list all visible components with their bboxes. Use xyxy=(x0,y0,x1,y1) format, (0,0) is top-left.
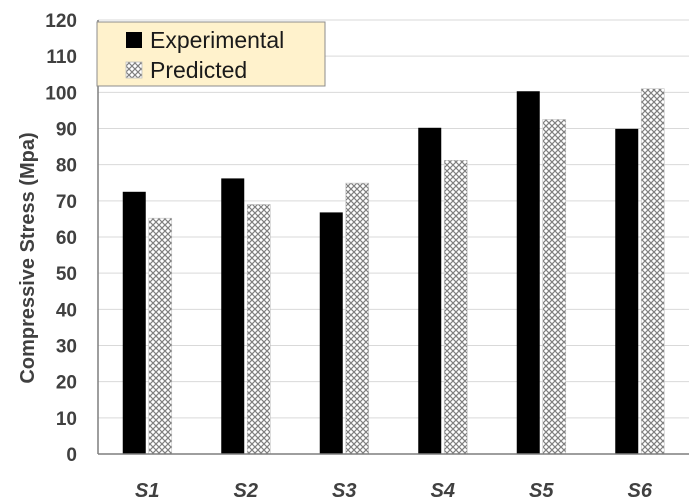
bar-experimental-s1 xyxy=(122,191,146,454)
bar-experimental-s4 xyxy=(418,127,442,454)
y-tick-label: 80 xyxy=(56,156,77,177)
y-tick-labels: 0 10 20 30 40 50 60 70 80 90 100 110 120 xyxy=(45,11,77,466)
y-tick-label: 50 xyxy=(56,264,77,285)
bar-predicted-s5 xyxy=(542,119,567,455)
legend-swatch-predicted xyxy=(125,61,143,79)
y-tick-label: 10 xyxy=(56,409,77,430)
bar-predicted-s2 xyxy=(246,204,271,455)
x-category-label: S2 xyxy=(234,480,258,502)
x-category-label: S5 xyxy=(529,480,554,502)
legend-label-predicted: Predicted xyxy=(150,57,247,83)
bar-experimental-s2 xyxy=(221,178,245,454)
y-tick-label: 100 xyxy=(45,83,77,104)
x-category-label: S4 xyxy=(431,480,455,502)
axes xyxy=(97,20,689,455)
bar-experimental-s6 xyxy=(615,128,639,454)
legend: Experimental Predicted xyxy=(96,21,326,87)
legend-label-experimental: Experimental xyxy=(150,27,284,53)
bar-predicted-s6 xyxy=(640,88,665,455)
y-tick-label: 40 xyxy=(56,300,77,321)
bar-experimental-s5 xyxy=(516,91,540,454)
bar-predicted-s3 xyxy=(345,182,370,455)
x-category-label: S3 xyxy=(332,480,356,502)
bar-predicted-s4 xyxy=(443,160,468,455)
x-category-label: S1 xyxy=(135,480,159,502)
y-tick-label: 60 xyxy=(56,228,77,249)
x-category-label: S6 xyxy=(628,480,653,502)
x-category-labels: S1 S2 S3 S4 S5 S6 xyxy=(135,480,653,502)
y-tick-label: 20 xyxy=(56,373,77,394)
y-tick-label: 0 xyxy=(66,445,77,466)
y-tick-label: 110 xyxy=(46,47,77,68)
bar-experimental-s3 xyxy=(319,212,343,454)
y-tick-label: 120 xyxy=(45,11,77,32)
legend-swatch-experimental xyxy=(126,32,142,48)
bars xyxy=(122,88,665,455)
bar-predicted-s1 xyxy=(148,217,173,455)
y-axis-title: Compressive Stress (Mpa) xyxy=(17,132,39,383)
y-tick-label: 70 xyxy=(56,192,77,213)
y-tick-label: 90 xyxy=(56,120,77,141)
y-tick-label: 30 xyxy=(56,337,77,358)
